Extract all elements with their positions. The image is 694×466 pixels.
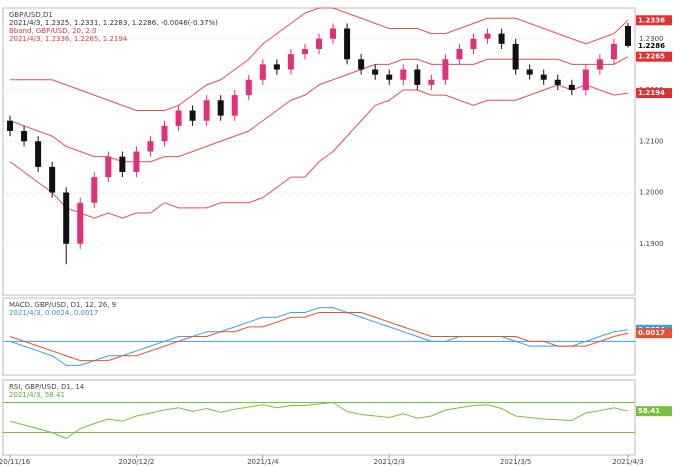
macd-panel: [2, 297, 636, 376]
candle-body: [21, 131, 28, 142]
candle-body: [147, 141, 154, 152]
candle-body: [63, 192, 70, 244]
candle-body: [330, 28, 337, 39]
indicator-line: [9, 307, 629, 366]
candle-body: [49, 166, 56, 193]
band-value-label: 1.2194: [638, 89, 665, 97]
bollinger-band: [10, 7, 629, 111]
y-tick-label: 1.1900: [639, 240, 664, 248]
candle-body: [428, 79, 435, 85]
candle-body: [119, 156, 126, 172]
x-tick-label: 2021/1/4: [247, 458, 279, 466]
candle-body: [259, 64, 266, 80]
candle-body: [386, 74, 393, 80]
y-tick-label: 1.2100: [639, 137, 664, 145]
band-value-label: 1.2336: [638, 16, 665, 24]
candle-body: [498, 33, 505, 44]
bollinger-band: [9, 56, 629, 163]
price-label: 1.2286: [638, 42, 665, 50]
legend-text: 2021/4/3, 0.0024, 0.0017: [9, 309, 98, 317]
candle-body: [456, 49, 463, 60]
candle-body: [105, 156, 112, 178]
indicator-value-label: 58.41: [638, 407, 660, 415]
candle-body: [358, 59, 365, 70]
candle-body: [245, 79, 252, 96]
candle-body: [287, 54, 294, 70]
legend-text: 2021/4/3, 58.41: [9, 391, 65, 399]
candle-body: [133, 151, 140, 172]
candle-body: [442, 59, 449, 80]
y-tick-label: 1.2000: [639, 189, 664, 197]
candle-body: [400, 69, 407, 80]
price-label-box: [636, 40, 672, 51]
candle-body: [582, 69, 589, 90]
indicator-line: [9, 401, 629, 440]
candle-body: [161, 125, 168, 142]
legend-text: Bband, GBP/USD, 20, 2.0: [9, 27, 97, 35]
candle-body: [596, 59, 603, 70]
candle-body: [301, 49, 308, 55]
legend-text: 2021/4/3, 1.2325, 1.2331, 1.2283, 1.2286…: [9, 19, 218, 27]
candle-body: [203, 100, 210, 121]
candle-body: [316, 38, 322, 49]
candle-body: [7, 120, 14, 131]
indicator-value-label-box: [636, 406, 672, 417]
candle-body: [624, 25, 631, 46]
indicator-value-label: 0.0017: [638, 329, 665, 337]
x-tick-label: 2021/4/3: [612, 458, 643, 466]
candle-body: [217, 100, 224, 116]
candle-body: [231, 95, 238, 116]
panel-title: MACD, GBP/USD, D1, 12, 26, 9: [9, 301, 116, 309]
x-tick-label: 2020/11/16: [0, 458, 31, 466]
band-value-label-box: [636, 88, 672, 99]
band-value-label-box: [636, 51, 672, 62]
indicator-value-label-box: [636, 328, 672, 339]
candle-body: [540, 74, 547, 80]
x-tick-label: 2020/12/2: [118, 458, 154, 466]
candle-body: [372, 69, 379, 75]
indicator-line: [9, 311, 629, 362]
candle-body: [512, 43, 519, 70]
legend-text: 2021/4/3, 1.2336, 1.2265, 1.2194: [9, 35, 128, 43]
candle-body: [414, 69, 421, 85]
candle-body: [484, 33, 491, 39]
x-tick-label: 2021/2/3: [373, 458, 404, 466]
candle-body: [77, 202, 84, 244]
candle-body: [526, 69, 533, 75]
candle-body: [175, 110, 182, 126]
candle-body: [189, 110, 196, 121]
band-value-label-box: [636, 15, 672, 26]
candle-body: [554, 79, 561, 85]
panel-title: RSI, GBP/USD, D1, 14: [9, 383, 85, 391]
panel-title: GBP/USD,D1: [9, 11, 53, 19]
candle-body: [35, 141, 42, 167]
y-tick-label: 1.2300: [639, 35, 664, 43]
band-value-label: 1.2265: [638, 53, 665, 61]
candle-body: [470, 38, 477, 49]
candle-body: [610, 43, 617, 60]
x-tick-label: 2021/3/5: [500, 458, 531, 466]
candle-body: [568, 84, 575, 90]
candle-body: [273, 64, 280, 70]
bollinger-band: [9, 84, 629, 219]
candle-body: [344, 28, 351, 60]
candle-body: [91, 177, 98, 203]
rsi-panel: [2, 379, 636, 456]
